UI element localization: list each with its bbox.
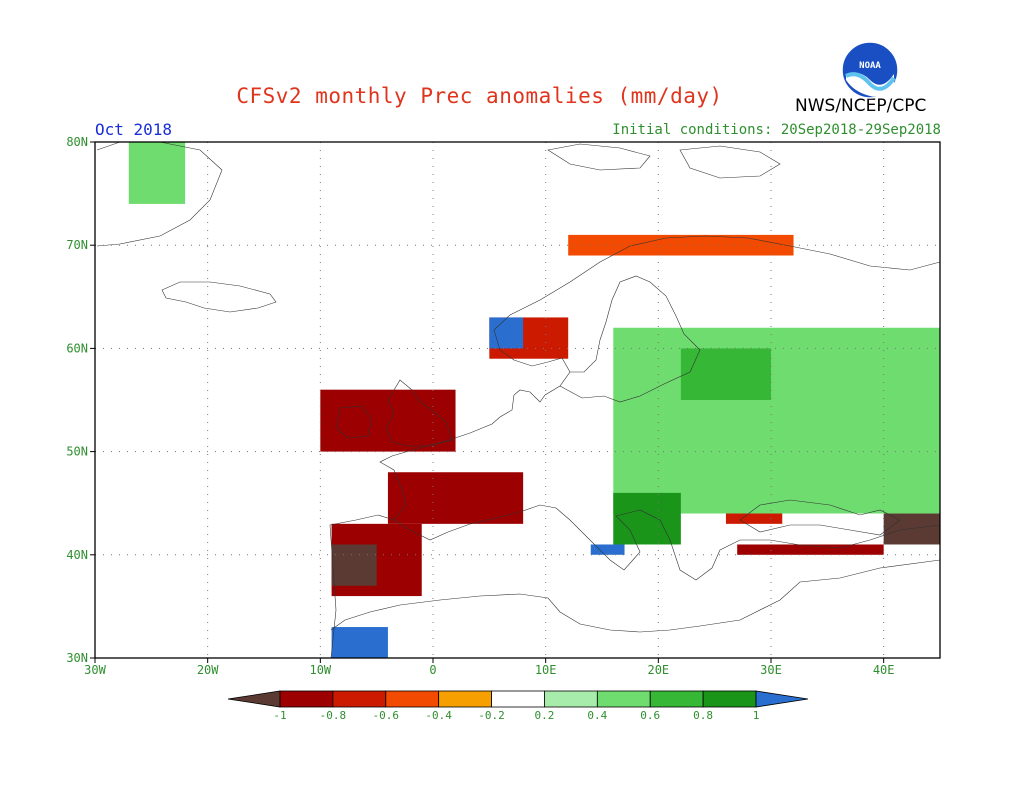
colorbar-label: 1 xyxy=(753,709,760,722)
anomaly-region-greenland xyxy=(128,142,186,204)
colorbar-swatch xyxy=(702,690,757,708)
anomaly-region-morocco xyxy=(331,627,388,658)
colorbar: -1 -0.8 -0.6 -0.4 -0.2 0.2 0.4 0.6 0.8 1 xyxy=(227,690,809,722)
svalbard-coastline xyxy=(547,143,651,171)
colorbar-low-arrow xyxy=(227,690,281,708)
anomaly-region-northern-scandinavia xyxy=(568,234,794,256)
colorbar-label: 0.6 xyxy=(640,709,660,722)
y-axis: 30N 40N 50N 60N 70N 80N xyxy=(66,135,95,665)
anomaly-field xyxy=(128,142,940,658)
anomaly-region-france xyxy=(387,472,524,524)
anomaly-region-tyrrhenian-sea xyxy=(590,544,625,555)
agency-label: NWS/NCEP/CPC xyxy=(795,96,927,116)
noaa-logo-text: NOAA xyxy=(859,61,881,71)
colorbar-swatch xyxy=(544,690,598,708)
baltic-coastline xyxy=(559,275,701,403)
colorbar-label: -0.4 xyxy=(425,709,452,722)
anomaly-region-eastern-turkey xyxy=(883,513,940,545)
colorbar-swatch xyxy=(649,690,704,708)
iceland-coastline xyxy=(161,281,277,313)
anomaly-region-west-norway xyxy=(489,317,524,349)
y-tick-label: 30N xyxy=(66,651,88,665)
map-frame xyxy=(94,141,941,659)
x-axis: 30W 20W 10W 0 10E 20E 30E 40E xyxy=(84,658,895,677)
anomaly-region-balkans xyxy=(613,492,681,545)
x-tick-label: 10W xyxy=(309,663,331,677)
colorbar-label: -1 xyxy=(273,709,286,722)
colorbar-label: 0.4 xyxy=(587,709,607,722)
novaya-coastline xyxy=(679,145,781,179)
anomaly-region-southern-turkey xyxy=(737,544,884,555)
colorbar-label: -0.2 xyxy=(478,709,505,722)
colorbar-label: -0.6 xyxy=(373,709,400,722)
colorbar-swatch xyxy=(596,690,651,708)
colorbar-high-arrow xyxy=(755,690,809,708)
x-tick-label: 20E xyxy=(647,663,669,677)
blacksea-coastline xyxy=(739,499,901,536)
africa-coastline xyxy=(330,559,941,633)
anomaly-region-british-isles xyxy=(320,389,456,452)
graticule xyxy=(95,142,940,658)
colorbar-swatch xyxy=(491,690,545,708)
anomaly-region-baltic-states xyxy=(680,348,771,400)
coastlines xyxy=(96,141,941,659)
colorbar-label: 0.8 xyxy=(693,709,713,722)
y-tick-label: 80N xyxy=(66,135,88,149)
colorbar-swatch xyxy=(279,690,334,708)
x-tick-label: 20W xyxy=(197,663,219,677)
y-tick-label: 70N xyxy=(66,238,88,252)
colorbar-swatch xyxy=(438,690,492,708)
colorbar-label: -0.8 xyxy=(320,709,347,722)
forecast-period: Oct 2018 xyxy=(95,120,173,139)
ireland-coastline xyxy=(335,405,373,439)
colorbar-label: 0.2 xyxy=(535,709,555,722)
chart-title: CFSv2 monthly Prec anomalies (mm/day) xyxy=(236,84,723,108)
colorbar-swatch xyxy=(385,690,440,708)
anomaly-region-eastern-europe xyxy=(613,327,940,514)
y-tick-label: 60N xyxy=(66,341,88,355)
britain-coastline xyxy=(385,379,453,447)
x-tick-label: 30W xyxy=(84,663,106,677)
x-tick-label: 30E xyxy=(760,663,782,677)
x-tick-label: 40E xyxy=(873,663,895,677)
noaa-logo: NOAA xyxy=(841,41,899,99)
y-tick-label: 40N xyxy=(66,548,88,562)
europe-coastline xyxy=(329,235,941,659)
initial-conditions: Initial conditions: 20Sep2018-29Sep2018 xyxy=(612,122,941,138)
colorbar-swatch xyxy=(332,690,387,708)
med-coastline xyxy=(393,504,941,581)
x-tick-label: 10E xyxy=(535,663,557,677)
anomaly-region-sw-iberia xyxy=(331,544,377,586)
x-tick-label: 0 xyxy=(429,663,436,677)
y-tick-label: 50N xyxy=(66,445,88,459)
